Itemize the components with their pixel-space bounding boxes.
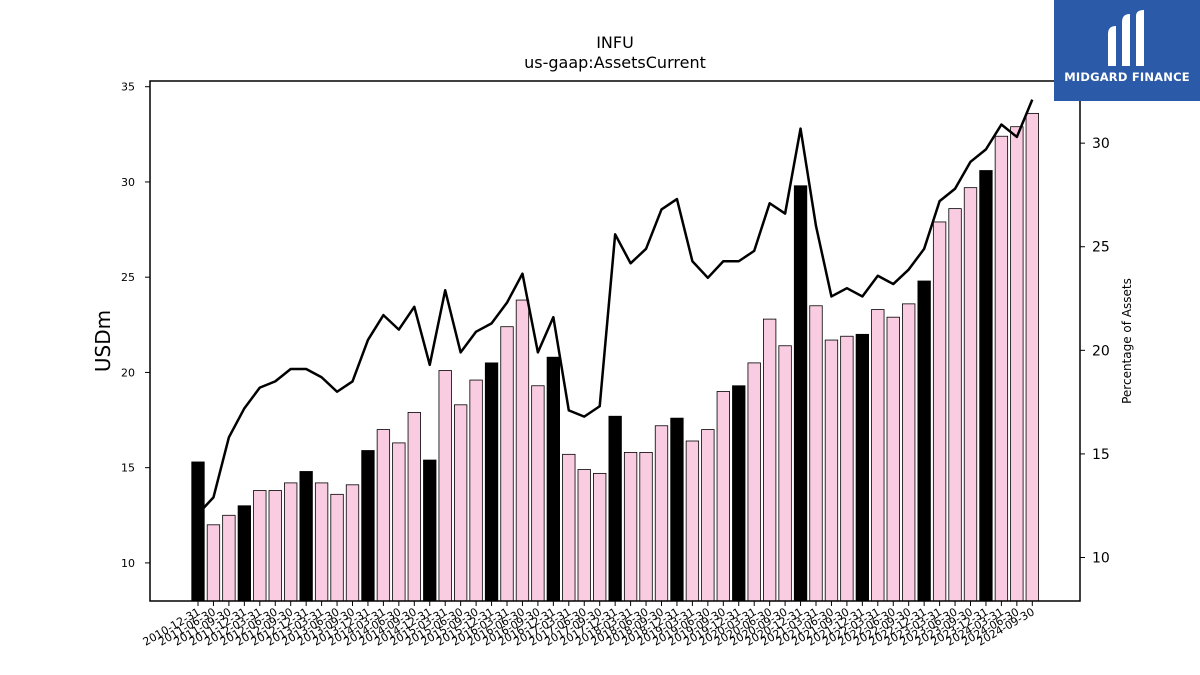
bar-2013-09-30: [345, 484, 360, 602]
bar-2018-06-30: [639, 452, 653, 602]
y-tick-label: 20: [121, 366, 135, 379]
chart-subtitle: us-gaap:AssetsCurrent: [524, 53, 706, 72]
bar-2016-09-30: [531, 385, 545, 602]
y-axis-right: 10 15 20 25 30: [1080, 136, 1110, 566]
x-axis: 2010-12-312011-06-302011-09-302011-12-31…: [141, 601, 1037, 649]
bar-2023-06-30: [948, 208, 962, 602]
y-axis-label: USDm: [91, 310, 115, 372]
bar-2018-09-30: [654, 425, 669, 602]
bar-2014-09-30: [407, 412, 421, 602]
bar-2019-12-31: [732, 385, 746, 602]
bar-2024-03-31: [994, 135, 1009, 602]
bar-2022-12-31: [917, 280, 931, 602]
bar-2015-09-30: [469, 379, 483, 602]
bar-2011-06-30: [206, 524, 221, 602]
y2-tick-label: 10: [1092, 550, 1110, 566]
y2-tick-label: 20: [1092, 343, 1110, 359]
percentage-line: [197, 99, 1034, 515]
chart-title: INFU: [596, 33, 634, 52]
bar-2021-09-30: [840, 335, 854, 602]
y-tick-label: 15: [121, 462, 135, 475]
y-tick-label: 35: [121, 81, 135, 94]
bar-series: [191, 112, 1039, 602]
y2-axis-label: Percentage of Assets: [1120, 278, 1134, 404]
bar-2021-03-31: [809, 305, 823, 602]
bar-2023-12-31: [979, 170, 993, 602]
bar-2014-12-31: [423, 459, 437, 602]
y2-tick-label: 15: [1092, 447, 1110, 463]
bar-2014-03-31: [376, 429, 391, 602]
y-tick-label: 25: [121, 271, 135, 284]
bar-2011-12-31: [237, 505, 252, 602]
bar-2013-12-31: [361, 450, 375, 602]
bar-2023-03-31: [932, 221, 947, 602]
bar-2015-06-30: [453, 404, 468, 602]
y-tick-label: 10: [121, 557, 135, 570]
bar-2014-06-30: [392, 442, 406, 602]
bar-2010-12-31: [191, 461, 205, 602]
bar-2024-09-30: [1025, 112, 1039, 602]
bar-2015-12-31: [484, 362, 499, 602]
bar-2022-03-31: [871, 309, 885, 602]
bar-2019-06-30: [701, 429, 715, 602]
midgard-logo-icon: [1108, 10, 1144, 66]
bar-2021-12-31: [855, 333, 869, 602]
bar-2017-09-30: [593, 472, 607, 602]
bar-2013-03-31: [314, 482, 329, 602]
y2-tick-label: 30: [1092, 136, 1110, 152]
bar-2017-06-30: [577, 469, 591, 602]
bar-2020-09-30: [778, 345, 792, 602]
bar-2016-03-31: [500, 326, 514, 602]
brand-logo: MIDGARD FINANCE: [1054, 0, 1200, 101]
bar-2015-03-31: [438, 370, 452, 602]
bar-2020-12-31: [793, 185, 808, 602]
bar-2012-03-31: [253, 490, 267, 602]
y2-tick-label: 25: [1092, 240, 1110, 256]
bar-2020-06-30: [763, 318, 777, 602]
bar-2012-12-31: [299, 471, 313, 602]
bar-2023-09-30: [963, 187, 978, 602]
bar-2022-06-30: [886, 316, 900, 602]
bar-2017-12-31: [608, 415, 622, 602]
bar-2019-09-30: [716, 391, 730, 602]
bar-2012-06-30: [268, 490, 282, 602]
bar-2011-09-30: [222, 514, 236, 602]
y-axis-left: 10 15 20 25 30 35: [121, 81, 150, 570]
bar-2020-03-31: [747, 362, 761, 602]
bar-2017-03-31: [562, 453, 576, 602]
bar-2022-09-30: [902, 303, 916, 602]
bar-2019-03-31: [685, 440, 700, 602]
brand-name: MIDGARD FINANCE: [1064, 70, 1190, 84]
bar-2012-09-30: [284, 482, 298, 602]
percentage-line-series: [197, 99, 1034, 515]
bar-2016-12-31: [546, 356, 560, 602]
bar-2024-06-30: [1010, 126, 1024, 602]
bar-2013-06-30: [330, 493, 344, 602]
bar-2021-06-30: [824, 339, 839, 602]
bar-2016-06-30: [515, 299, 530, 602]
bar-2018-12-31: [670, 417, 684, 602]
bar-2018-03-31: [623, 452, 638, 602]
y-tick-label: 30: [121, 176, 135, 189]
